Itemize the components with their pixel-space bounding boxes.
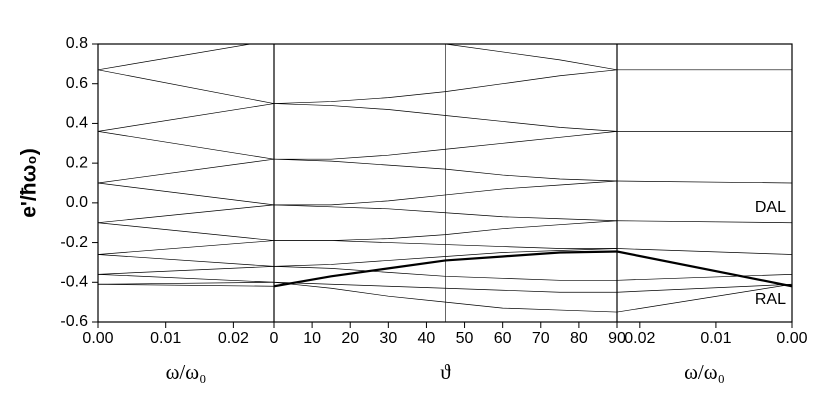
series-line — [98, 44, 253, 71]
plot — [98, 44, 274, 287]
series-line — [98, 69, 274, 104]
series-line — [274, 103, 617, 132]
y-tick-label: -0.2 — [60, 234, 88, 251]
x-tick-label: 90 — [608, 330, 626, 347]
series-line — [98, 131, 274, 160]
y-tick-label: 0.8 — [66, 35, 88, 52]
x-tick-label: 0.01 — [700, 330, 731, 347]
series-line — [98, 158, 274, 184]
series-line — [274, 266, 617, 281]
series-line — [617, 180, 792, 184]
x-axis-label: ω/ω₀ — [684, 360, 725, 384]
series-line — [617, 283, 792, 293]
plot — [617, 69, 792, 313]
series-line — [435, 44, 617, 71]
y-tick-label: 0.4 — [66, 115, 88, 132]
x-tick-label: 0.00 — [82, 330, 113, 347]
series-line — [274, 69, 617, 104]
x-tick-label: 0.02 — [218, 330, 249, 347]
x-tick-label: 70 — [532, 330, 550, 347]
x-tick-label: 0 — [270, 330, 279, 347]
x-axis-label: ω/ω₀ — [166, 360, 207, 384]
series-line — [98, 254, 274, 267]
x-axis-label: ϑ — [440, 360, 451, 384]
x-tick-label: 0.00 — [776, 330, 807, 347]
series-line — [274, 180, 617, 206]
y-tick-label: 0.0 — [66, 194, 88, 211]
series-line — [98, 240, 274, 255]
y-tick-label: 0.2 — [66, 154, 88, 171]
series-line — [98, 283, 274, 287]
y-tick-label: -0.6 — [60, 313, 88, 330]
series-line — [98, 222, 274, 241]
series-line — [98, 266, 274, 275]
series-line — [274, 131, 617, 160]
series-line — [274, 158, 617, 182]
series-line — [98, 281, 274, 285]
series-line — [274, 248, 617, 267]
series-line — [617, 283, 792, 313]
series-line — [617, 250, 792, 288]
y-tick-label: -0.4 — [60, 274, 88, 291]
x-tick-label: 80 — [570, 330, 588, 347]
x-tick-label: 0.01 — [150, 330, 181, 347]
x-tick-label: 20 — [341, 330, 359, 347]
annotation: RAL — [755, 291, 786, 308]
x-tick-label: 0.02 — [624, 330, 655, 347]
series-line — [617, 248, 792, 255]
series-line — [274, 281, 617, 293]
x-tick-label: 50 — [456, 330, 474, 347]
series-line — [98, 182, 274, 206]
series-line — [98, 103, 274, 132]
series-line — [274, 281, 617, 313]
x-tick-label: 30 — [379, 330, 397, 347]
series-line — [617, 220, 792, 224]
y-tick-label: 0.6 — [66, 75, 88, 92]
y-axis-label: e'/ħω₀) — [18, 148, 41, 218]
series-line — [274, 240, 617, 249]
series-line — [98, 204, 274, 224]
series-line — [617, 273, 792, 281]
series-line — [98, 273, 274, 283]
x-tick-label: 60 — [494, 330, 512, 347]
x-tick-label: 40 — [418, 330, 436, 347]
frame — [97, 43, 793, 323]
series-line — [274, 204, 617, 222]
plot — [274, 44, 617, 322]
series-line — [274, 250, 617, 288]
x-tick-label: 10 — [303, 330, 321, 347]
annotation: DAL — [755, 199, 786, 216]
